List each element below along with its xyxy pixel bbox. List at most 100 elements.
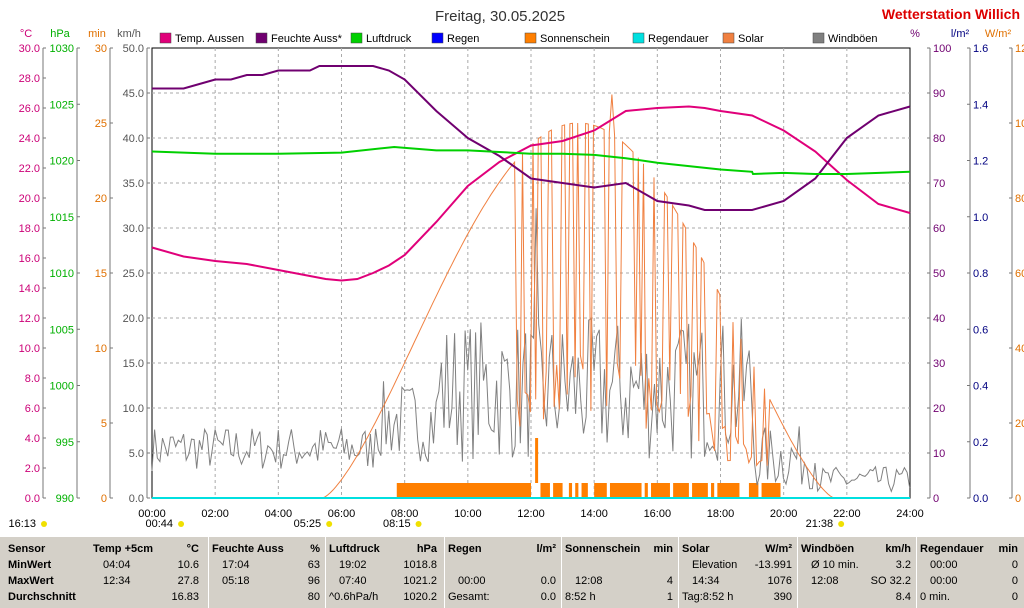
stats-min-row: [448, 557, 562, 573]
stats-col-header: Solar W/m²: [682, 541, 798, 557]
temp-tick-label: 0.0: [25, 493, 40, 505]
stats-min-row: [565, 557, 679, 573]
lm2-unit-label: l/m²: [951, 28, 970, 40]
stats-max-value: 27.8: [177, 575, 199, 587]
stats-col-header: Windböen km/h: [801, 541, 917, 557]
stats-min-value: -13.991: [754, 559, 792, 571]
stats-col-unit: %: [310, 543, 320, 555]
hpa-tick-label: 1025: [50, 99, 74, 111]
legend-label: Luftdruck: [366, 33, 412, 45]
stats-col-unit: °C: [186, 543, 199, 555]
stats-row-label: Sensor: [8, 543, 46, 555]
sunshine-bar: [609, 483, 642, 498]
lm2-tick-label: 0.4: [973, 381, 988, 393]
legend-label: Regendauer: [648, 33, 709, 45]
wm2-tick-label: 0: [1015, 493, 1021, 505]
station-name: Wetterstation Willich: [882, 6, 1020, 22]
kmh-tick-label: 15.0: [123, 358, 144, 370]
temp-tick-label: 10.0: [19, 343, 40, 355]
stats-avg-label: 0 min.: [920, 591, 950, 603]
kmh-tick-label: 50.0: [123, 43, 144, 55]
stats-min-row: Ø 10 min. 3.2: [801, 557, 917, 573]
sunshine-bar: [568, 483, 573, 498]
stats-avg-row: 8.4: [801, 589, 917, 605]
wm2-tick-label: 200: [1015, 418, 1024, 430]
stats-avg-value: 1020.2: [403, 591, 437, 603]
sunshine-bar: [748, 483, 759, 498]
sun-marker-dot: [838, 521, 845, 527]
lm2-tick-label: 0.2: [973, 437, 988, 449]
stats-col-header: Feuchte Auss%: [212, 541, 326, 557]
stats-col-unit: km/h: [885, 543, 911, 555]
stats-avg-row: ^0.6hPa/h 1020.2: [329, 589, 443, 605]
stats-max-row: 00:00 0: [920, 573, 1024, 589]
stats-col: Feuchte Auss% 17:04 63 05:18 96 80: [212, 537, 326, 608]
sunshine-bar: [575, 483, 579, 498]
stats-max-row: 00:00 0.0: [448, 573, 562, 589]
temp-tick-label: 2.0: [25, 463, 40, 475]
stats-avg-row: 0 min. 0: [920, 589, 1024, 605]
stats-min-row: 04:04 10.6: [93, 557, 205, 573]
stats-separator: [797, 537, 798, 608]
temp-tick-label: 4.0: [25, 433, 40, 445]
temp-tick-label: 20.0: [19, 193, 40, 205]
stats-avg-row: 8:52 h 1: [565, 589, 679, 605]
lm2-tick-label: 0.6: [973, 324, 988, 336]
min-tick-label: 25: [95, 118, 107, 130]
sun-markers: 16:13 00:44 05:25 08:15 21:38: [8, 518, 845, 530]
sun-marker-label: 21:38: [806, 518, 834, 530]
stats-min-time: 00:00: [930, 559, 958, 571]
x-tick-label: 08:00: [391, 508, 419, 520]
kmh-tick-label: 25.0: [123, 268, 144, 280]
x-tick-label: 00:00: [138, 508, 166, 520]
stats-min-time: Ø 10 min.: [811, 559, 859, 571]
stats-avg-row: 16.83: [93, 589, 205, 605]
sunshine-bar: [540, 483, 550, 498]
stats-col: Windböen km/h Ø 10 min. 3.2 12:08 SO 32.2 8.4: [801, 537, 917, 608]
min-tick-label: 15: [95, 268, 107, 280]
temp-tick-label: 18.0: [19, 223, 40, 235]
stats-max-value: 4: [666, 575, 673, 587]
legend-label: Sonnenschein: [540, 33, 610, 45]
stats-col-header: Regen l/m²: [448, 541, 562, 557]
stats-max-row: 07:40 1021.2: [329, 573, 443, 589]
pct-tick-label: 0: [933, 493, 939, 505]
stats-avg-value: 390: [773, 591, 792, 603]
pct-tick-label: 30: [933, 358, 945, 370]
sunshine-bar: [644, 483, 648, 498]
x-tick-label: 16:00: [644, 508, 672, 520]
wm2-tick-label: 1000: [1015, 118, 1024, 130]
stats-max-value: 1021.2: [403, 575, 437, 587]
luftdruck-line: [151, 145, 911, 176]
stats-max-value: 0.0: [540, 575, 556, 587]
x-tick-label: 22:00: [833, 508, 861, 520]
stats-col-title: Sonnenschein: [565, 543, 641, 555]
pct-tick-label: 70: [933, 178, 945, 190]
stats-col: Solar W/m² Elevation -13.991 14:34 1076 Tag:8:…: [682, 537, 798, 608]
stats-min-time: 04:04: [103, 559, 131, 571]
x-tick-label: 24:00: [896, 508, 924, 520]
temp-unit-label: °C: [20, 28, 32, 40]
temp-tick-label: 22.0: [19, 163, 40, 175]
legend-label: Temp. Aussen: [175, 33, 244, 45]
stats-col-unit: min: [653, 543, 673, 555]
stats-avg-row: Gesamt: 0.0: [448, 589, 562, 605]
temp-aussen-line: [151, 105, 911, 282]
stats-max-row: 05:18 96: [212, 573, 326, 589]
min-tick-label: 0: [101, 493, 107, 505]
stats-avg-label: Tag:8:52 h: [682, 591, 734, 603]
sunshine-bar: [651, 483, 670, 498]
x-tick-label: 18:00: [707, 508, 735, 520]
stats-avg-label: 8:52 h: [565, 591, 596, 603]
wm2-tick-label: 400: [1015, 343, 1024, 355]
axes: 00:00 02:00 04:00 06:00 08:00 10:00 12:00 14:00…: [19, 43, 1024, 520]
stats-col-title: Luftdruck: [329, 543, 380, 555]
hpa-tick-label: 1005: [50, 324, 74, 336]
stats-min-time: 19:02: [339, 559, 367, 571]
wm2-tick-label: 1200: [1015, 43, 1024, 55]
chart-title: Freitag, 30.05.2025: [435, 8, 565, 25]
x-tick-label: 02:00: [201, 508, 229, 520]
stats-separator: [561, 537, 562, 608]
stats-avg-row: 80: [212, 589, 326, 605]
stats-min-value: 63: [307, 559, 320, 571]
